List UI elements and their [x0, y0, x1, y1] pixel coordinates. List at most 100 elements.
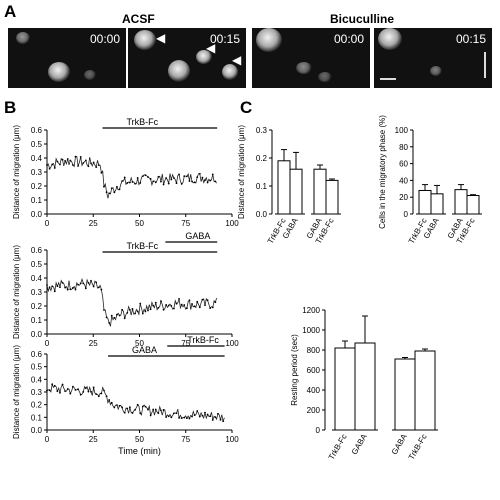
data-point: [66, 288, 69, 291]
data-point: [152, 180, 155, 183]
data-point: [79, 393, 82, 396]
header-bicuculline: Bicuculline: [330, 12, 395, 26]
data-point: [95, 281, 98, 284]
panel-letter-b: B: [4, 98, 17, 117]
data-point: [152, 408, 155, 411]
data-point: [74, 388, 77, 391]
y-tick-label: 20: [399, 193, 408, 202]
data-point: [113, 191, 116, 194]
data-point: [56, 285, 59, 288]
y-tick-label: 40: [399, 176, 408, 185]
x-tick-label: 50: [135, 339, 144, 348]
x-tick-label: 100: [225, 219, 239, 228]
data-point: [123, 317, 126, 320]
data-point: [110, 314, 113, 317]
data-point: [188, 299, 191, 302]
y-axis-label: Distance of migration (μm): [237, 125, 246, 219]
data-point: [82, 391, 85, 393]
data-point: [136, 177, 139, 179]
data-point: [167, 415, 170, 418]
x-tick-label: 50: [135, 435, 144, 444]
y-tick-label: 400: [307, 386, 321, 395]
data-point: [72, 385, 74, 388]
data-point: [175, 302, 178, 305]
data-point: [118, 314, 121, 317]
data-point: [97, 286, 100, 289]
data-point: [53, 290, 56, 293]
cell-blob: [296, 62, 312, 74]
timestamp: 00:00: [89, 32, 120, 46]
data-point: [134, 182, 136, 185]
data-point: [90, 279, 92, 282]
cell-blob: [168, 60, 190, 82]
data-point: [136, 310, 139, 313]
y-axis-label: Distance of migration (μm): [12, 125, 21, 219]
bar: [277, 160, 291, 215]
data-point: [165, 416, 168, 418]
data-point: [121, 180, 124, 182]
data-point: [53, 384, 56, 387]
series-line: [46, 155, 217, 199]
data-point: [134, 408, 136, 411]
data-point: [211, 419, 214, 421]
data-point: [162, 409, 165, 411]
data-point: [160, 180, 162, 183]
data-point: [92, 386, 95, 389]
data-point: [126, 311, 129, 314]
data-point: [178, 173, 180, 176]
data-point: [191, 303, 193, 305]
cell-blob: [134, 30, 156, 50]
image-frame-acsf-0000: 00:00: [8, 28, 126, 88]
data-point: [128, 406, 131, 409]
data-point: [108, 399, 111, 401]
image-frame-bicuculline-0000: 00:00: [252, 28, 370, 88]
data-point: [77, 388, 79, 391]
data-point: [61, 383, 64, 386]
data-point: [175, 182, 178, 185]
data-point: [165, 304, 168, 306]
y-tick-label: 0.1: [256, 182, 268, 191]
data-point: [110, 187, 113, 190]
treatment-bar-label: TrkB-Fc: [127, 117, 159, 127]
data-point: [180, 417, 183, 420]
y-axis-label: Resting period (sec): [290, 334, 299, 406]
data-point: [90, 390, 92, 393]
image-frame-bicuculline-0015: 00:15: [374, 28, 492, 88]
data-point: [144, 405, 147, 408]
cell-blob: [196, 50, 212, 64]
data-point: [206, 413, 209, 416]
data-point: [128, 309, 131, 311]
data-point: [100, 288, 103, 291]
data-point: [178, 416, 180, 419]
y-tick-label: 800: [307, 346, 321, 355]
arrow-icon: ◀: [206, 41, 216, 55]
data-point: [217, 412, 219, 415]
data-point: [196, 176, 199, 179]
category-label: GABA: [390, 432, 409, 456]
data-point: [204, 411, 206, 414]
data-point: [185, 417, 188, 420]
data-point: [97, 395, 100, 398]
data-point: [69, 288, 72, 291]
data-point: [105, 316, 108, 319]
data-point: [90, 162, 92, 165]
data-point: [92, 161, 95, 164]
y-tick-label: 80: [399, 143, 408, 152]
data-point: [154, 408, 157, 411]
data-point: [77, 165, 79, 167]
y-tick-label: 0.0: [31, 330, 43, 339]
y-axis-label: Cells in the migratory phase (%): [378, 115, 387, 229]
data-point: [180, 303, 183, 306]
data-point: [191, 415, 193, 418]
data-point: [95, 166, 98, 169]
y-tick-label: 0.4: [31, 154, 43, 163]
data-point: [180, 183, 183, 185]
bar: [414, 350, 436, 431]
data-point: [191, 180, 193, 183]
data-point: [154, 301, 157, 304]
data-point: [123, 411, 126, 414]
data-point: [165, 177, 168, 179]
panel-letter-c: C: [240, 98, 253, 117]
data-point: [118, 188, 121, 191]
timestamp: 00:15: [209, 32, 240, 46]
